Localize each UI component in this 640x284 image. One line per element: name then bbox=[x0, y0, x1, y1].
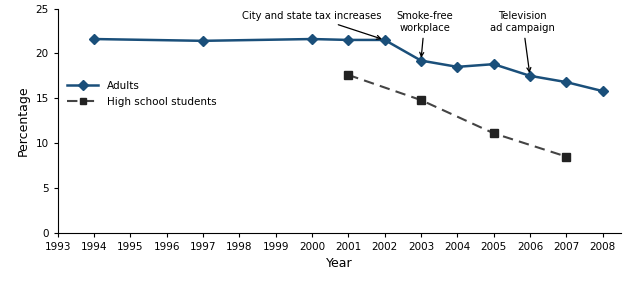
Text: Smoke-free
workplace: Smoke-free workplace bbox=[396, 11, 453, 57]
Y-axis label: Percentage: Percentage bbox=[17, 85, 30, 156]
Text: Television
ad campaign: Television ad campaign bbox=[490, 11, 555, 72]
X-axis label: Year: Year bbox=[326, 258, 353, 270]
Legend: Adults, High school students: Adults, High school students bbox=[63, 77, 220, 111]
Text: City and state tax increases: City and state tax increases bbox=[242, 11, 381, 39]
